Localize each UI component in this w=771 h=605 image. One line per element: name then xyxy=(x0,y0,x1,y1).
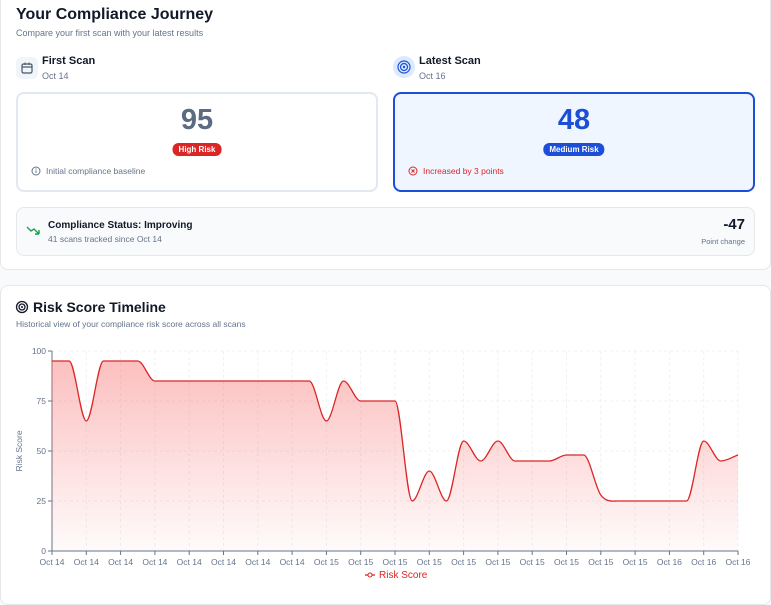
target-icon xyxy=(393,56,415,78)
legend-swatch xyxy=(367,572,373,578)
point-change-label: Point change xyxy=(701,237,745,246)
x-tick-label: Oct 14 xyxy=(177,557,202,567)
point-change: -47 xyxy=(723,216,745,233)
alert-icon xyxy=(408,166,418,176)
first-scan-label: First Scan xyxy=(42,55,96,67)
x-tick-label: Oct 14 xyxy=(280,557,305,567)
chart-subtitle: Historical view of your compliance risk … xyxy=(16,319,246,329)
x-tick-label: Oct 14 xyxy=(211,557,236,567)
y-tick-label: 25 xyxy=(37,496,47,506)
y-tick-label: 0 xyxy=(41,546,46,556)
x-tick-label: Oct 15 xyxy=(588,557,613,567)
high-risk-badge: High Risk xyxy=(172,143,222,156)
first-note: Initial compliance baseline xyxy=(46,166,146,176)
latest-score: 48 xyxy=(557,104,591,136)
y-axis-label: Risk Score xyxy=(14,430,24,471)
y-tick-label: 75 xyxy=(37,396,47,406)
x-tick-label: Oct 16 xyxy=(691,557,716,567)
x-tick-label: Oct 15 xyxy=(485,557,510,567)
x-tick-label: Oct 15 xyxy=(451,557,476,567)
y-tick-label: 100 xyxy=(32,346,46,356)
first-score: 95 xyxy=(180,104,214,136)
x-tick-label: Oct 15 xyxy=(520,557,545,567)
latest-scan-date: Oct 16 xyxy=(419,71,446,81)
chart-title: Risk Score Timeline xyxy=(33,299,166,315)
x-tick-label: Oct 14 xyxy=(74,557,99,567)
info-icon xyxy=(31,166,41,176)
x-tick-label: Oct 14 xyxy=(142,557,167,567)
status-detail: 41 scans tracked since Oct 14 xyxy=(48,234,162,244)
first-scan-date: Oct 14 xyxy=(42,71,69,81)
subtitle: Compare your first scan with your latest… xyxy=(16,28,204,38)
legend-label: Risk Score xyxy=(379,570,428,581)
chart: Risk Score Timeline Historical view of y… xyxy=(14,299,751,581)
x-tick-label: Oct 15 xyxy=(417,557,442,567)
calendar-icon xyxy=(16,57,38,79)
latest-scan-card xyxy=(393,92,755,192)
first-scan-card xyxy=(16,92,378,192)
medium-risk-badge: Medium Risk xyxy=(543,143,605,156)
title: Your Compliance Journey xyxy=(16,6,214,23)
x-tick-label: Oct 14 xyxy=(108,557,133,567)
x-tick-label: Oct 14 xyxy=(39,557,64,567)
status-card xyxy=(16,207,755,256)
latest-note: Increased by 3 points xyxy=(423,166,504,176)
timeline-icon xyxy=(15,300,29,314)
x-tick-label: Oct 15 xyxy=(382,557,407,567)
trend-icon xyxy=(26,226,40,235)
x-tick-label: Oct 15 xyxy=(348,557,373,567)
x-tick-label: Oct 15 xyxy=(623,557,648,567)
x-tick-label: Oct 16 xyxy=(657,557,682,567)
x-tick-label: Oct 16 xyxy=(725,557,750,567)
line xyxy=(51,360,739,502)
latest-scan-label: Latest Scan xyxy=(419,55,481,67)
x-tick-label: Oct 14 xyxy=(245,557,270,567)
area xyxy=(52,361,738,551)
x-tick-label: Oct 15 xyxy=(314,557,339,567)
x-tick-label: Oct 15 xyxy=(554,557,579,567)
y-tick-label: 50 xyxy=(37,446,47,456)
status-title: Compliance Status: Improving xyxy=(48,220,193,231)
